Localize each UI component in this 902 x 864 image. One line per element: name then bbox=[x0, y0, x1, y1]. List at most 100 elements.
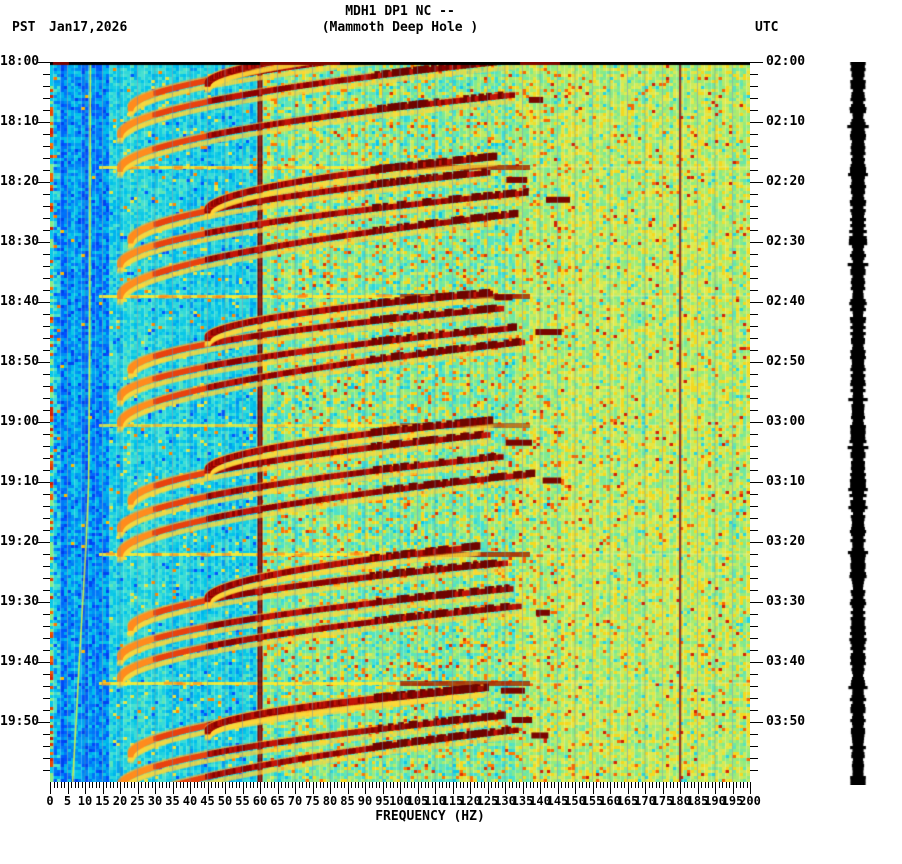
y-right-tick-label: 03:10 bbox=[766, 474, 806, 489]
x-minor-tick bbox=[547, 782, 548, 788]
y-right-tick-label: 02:00 bbox=[766, 54, 806, 69]
x-major-tick bbox=[225, 782, 226, 794]
y-left-minor-tick bbox=[43, 314, 50, 315]
x-minor-tick bbox=[564, 782, 566, 788]
y-left-tick-label: 19:10 bbox=[0, 474, 40, 489]
x-major-tick bbox=[277, 782, 279, 794]
x-minor-tick bbox=[599, 782, 601, 788]
x-minor-tick bbox=[214, 782, 216, 788]
x-major-tick bbox=[645, 782, 646, 794]
x-major-tick bbox=[67, 782, 69, 794]
y-left-minor-tick bbox=[43, 218, 50, 219]
x-minor-tick bbox=[389, 782, 391, 788]
y-right-minor-tick bbox=[750, 590, 758, 591]
x-minor-tick bbox=[235, 782, 237, 788]
y-right-minor-tick bbox=[750, 410, 758, 411]
y-left-tick-label: 19:00 bbox=[0, 414, 40, 429]
x-tick-label: 80 bbox=[322, 794, 338, 808]
y-right-minor-tick bbox=[750, 338, 758, 339]
y-right-minor-tick bbox=[750, 554, 758, 555]
x-tick-label: 100 bbox=[389, 794, 411, 808]
x-minor-tick bbox=[459, 782, 461, 788]
x-minor-tick bbox=[494, 782, 496, 788]
y-left-minor-tick bbox=[43, 434, 50, 435]
x-minor-tick bbox=[694, 782, 695, 788]
x-minor-tick bbox=[127, 782, 128, 788]
x-tick-label: 190 bbox=[704, 794, 726, 808]
x-minor-tick bbox=[113, 782, 114, 788]
x-minor-tick bbox=[204, 782, 205, 788]
x-minor-tick bbox=[428, 782, 429, 788]
y-right-minor-tick bbox=[750, 386, 758, 387]
y-left-minor-tick bbox=[43, 158, 50, 159]
x-minor-tick bbox=[561, 782, 562, 788]
x-minor-tick bbox=[340, 782, 342, 788]
x-minor-tick bbox=[333, 782, 335, 788]
x-major-tick bbox=[120, 782, 121, 794]
x-minor-tick bbox=[284, 782, 286, 788]
x-tick-label: 40 bbox=[182, 794, 198, 808]
y-left-minor-tick bbox=[43, 638, 50, 639]
y-left-tick-label: 18:10 bbox=[0, 114, 40, 129]
y-right-major-tick bbox=[750, 602, 763, 603]
y-left-minor-tick bbox=[43, 278, 50, 279]
y-right-minor-tick bbox=[750, 374, 758, 375]
x-major-tick bbox=[610, 782, 611, 794]
x-major-tick bbox=[487, 782, 489, 794]
x-minor-tick bbox=[666, 782, 667, 788]
x-minor-tick bbox=[291, 782, 293, 788]
x-tick-label: 15 bbox=[95, 794, 110, 808]
y-left-minor-tick bbox=[43, 98, 50, 99]
x-minor-tick bbox=[578, 782, 580, 788]
y-left-tick-label: 18:20 bbox=[0, 174, 40, 189]
x-minor-tick bbox=[298, 782, 300, 788]
y-left-minor-tick bbox=[43, 758, 50, 759]
x-tick-label: 50 bbox=[217, 794, 233, 808]
x-major-tick bbox=[627, 782, 629, 794]
y-right-minor-tick bbox=[750, 530, 758, 531]
x-major-tick bbox=[505, 782, 506, 794]
x-minor-tick bbox=[550, 782, 552, 788]
y-left-minor-tick bbox=[43, 650, 50, 651]
x-minor-tick bbox=[421, 782, 422, 788]
x-minor-tick bbox=[613, 782, 615, 788]
x-minor-tick bbox=[414, 782, 415, 788]
x-minor-tick bbox=[606, 782, 608, 788]
y-right-minor-tick bbox=[750, 506, 758, 507]
x-minor-tick bbox=[403, 782, 405, 788]
x-minor-tick bbox=[652, 782, 653, 788]
y-right-minor-tick bbox=[750, 650, 758, 651]
x-major-tick bbox=[575, 782, 576, 794]
y-left-minor-tick bbox=[43, 254, 50, 255]
x-minor-tick bbox=[88, 782, 90, 788]
x-minor-tick bbox=[701, 782, 702, 788]
x-minor-tick bbox=[134, 782, 135, 788]
y-right-minor-tick bbox=[750, 638, 758, 639]
x-tick-label: 105 bbox=[406, 794, 429, 808]
x-minor-tick bbox=[302, 782, 303, 788]
y-left-minor-tick bbox=[43, 674, 50, 675]
x-minor-tick bbox=[267, 782, 268, 788]
x-tick-label: 160 bbox=[599, 794, 621, 808]
y-left-minor-tick bbox=[43, 338, 50, 339]
x-tick-label: 170 bbox=[634, 794, 656, 808]
x-minor-tick bbox=[228, 782, 230, 788]
x-minor-tick bbox=[165, 782, 167, 788]
x-minor-tick bbox=[624, 782, 625, 788]
x-major-tick bbox=[470, 782, 471, 794]
y-left-tick-label: 18:00 bbox=[0, 54, 40, 69]
y-left-minor-tick bbox=[43, 326, 50, 327]
x-minor-tick bbox=[585, 782, 587, 788]
x-minor-tick bbox=[305, 782, 307, 788]
x-minor-tick bbox=[596, 782, 597, 788]
x-major-tick bbox=[102, 782, 104, 794]
x-minor-tick bbox=[634, 782, 636, 788]
y-right-minor-tick bbox=[750, 86, 758, 87]
x-minor-tick bbox=[445, 782, 447, 788]
timezone-left-label: PST bbox=[12, 20, 36, 35]
x-minor-tick bbox=[512, 782, 513, 788]
y-left-minor-tick bbox=[43, 398, 50, 399]
x-minor-tick bbox=[718, 782, 720, 788]
x-minor-tick bbox=[491, 782, 492, 788]
y-left-major-tick bbox=[38, 602, 50, 603]
